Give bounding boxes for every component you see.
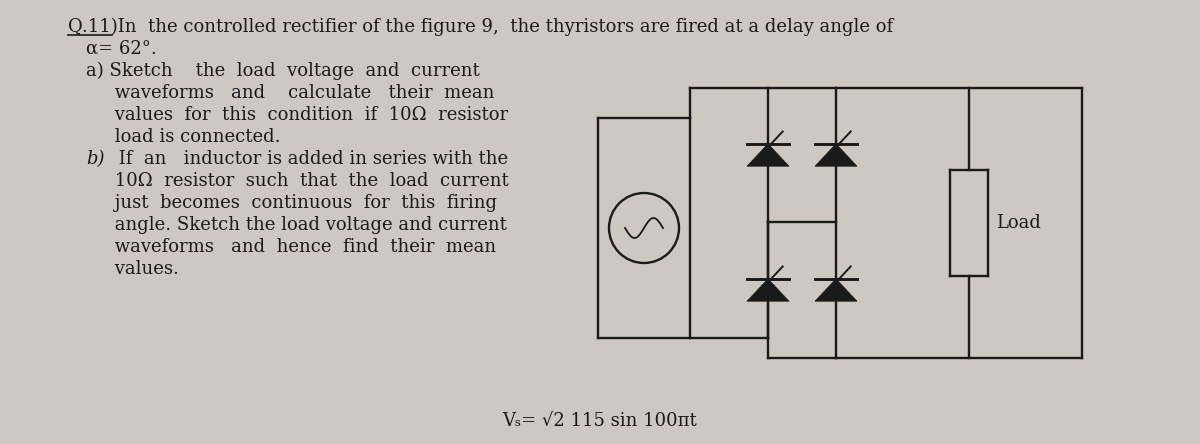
Polygon shape	[746, 144, 790, 166]
Text: b): b)	[86, 150, 104, 168]
Text: load is connected.: load is connected.	[86, 128, 281, 146]
Text: values.: values.	[86, 260, 179, 278]
Text: just  becomes  continuous  for  this  firing: just becomes continuous for this firing	[86, 194, 497, 212]
Text: values  for  this  condition  if  10Ω  resistor: values for this condition if 10Ω resisto…	[86, 106, 508, 124]
Text: α= 62°.: α= 62°.	[86, 40, 157, 58]
Text: a) Sketch    the  load  voltage  and  current: a) Sketch the load voltage and current	[86, 62, 480, 80]
Text: waveforms   and    calculate   their  mean: waveforms and calculate their mean	[86, 84, 494, 102]
Text: Load: Load	[996, 214, 1040, 232]
Text: Vₛ= √2 115 sin 100πt: Vₛ= √2 115 sin 100πt	[503, 412, 697, 430]
Text: angle. Sketch the load voltage and current: angle. Sketch the load voltage and curre…	[86, 216, 506, 234]
Text: Q.11): Q.11)	[68, 18, 118, 36]
Polygon shape	[815, 144, 857, 166]
Text: waveforms   and  hence  find  their  mean: waveforms and hence find their mean	[86, 238, 496, 256]
Text: 10Ω  resistor  such  that  the  load  current: 10Ω resistor such that the load current	[86, 172, 509, 190]
Polygon shape	[746, 279, 790, 301]
Text: If  an   inductor is added in series with the: If an inductor is added in series with t…	[113, 150, 508, 168]
Text: In  the controlled rectifier of the figure 9,  the thyristors are fired at a del: In the controlled rectifier of the figur…	[112, 18, 893, 36]
Polygon shape	[815, 279, 857, 301]
